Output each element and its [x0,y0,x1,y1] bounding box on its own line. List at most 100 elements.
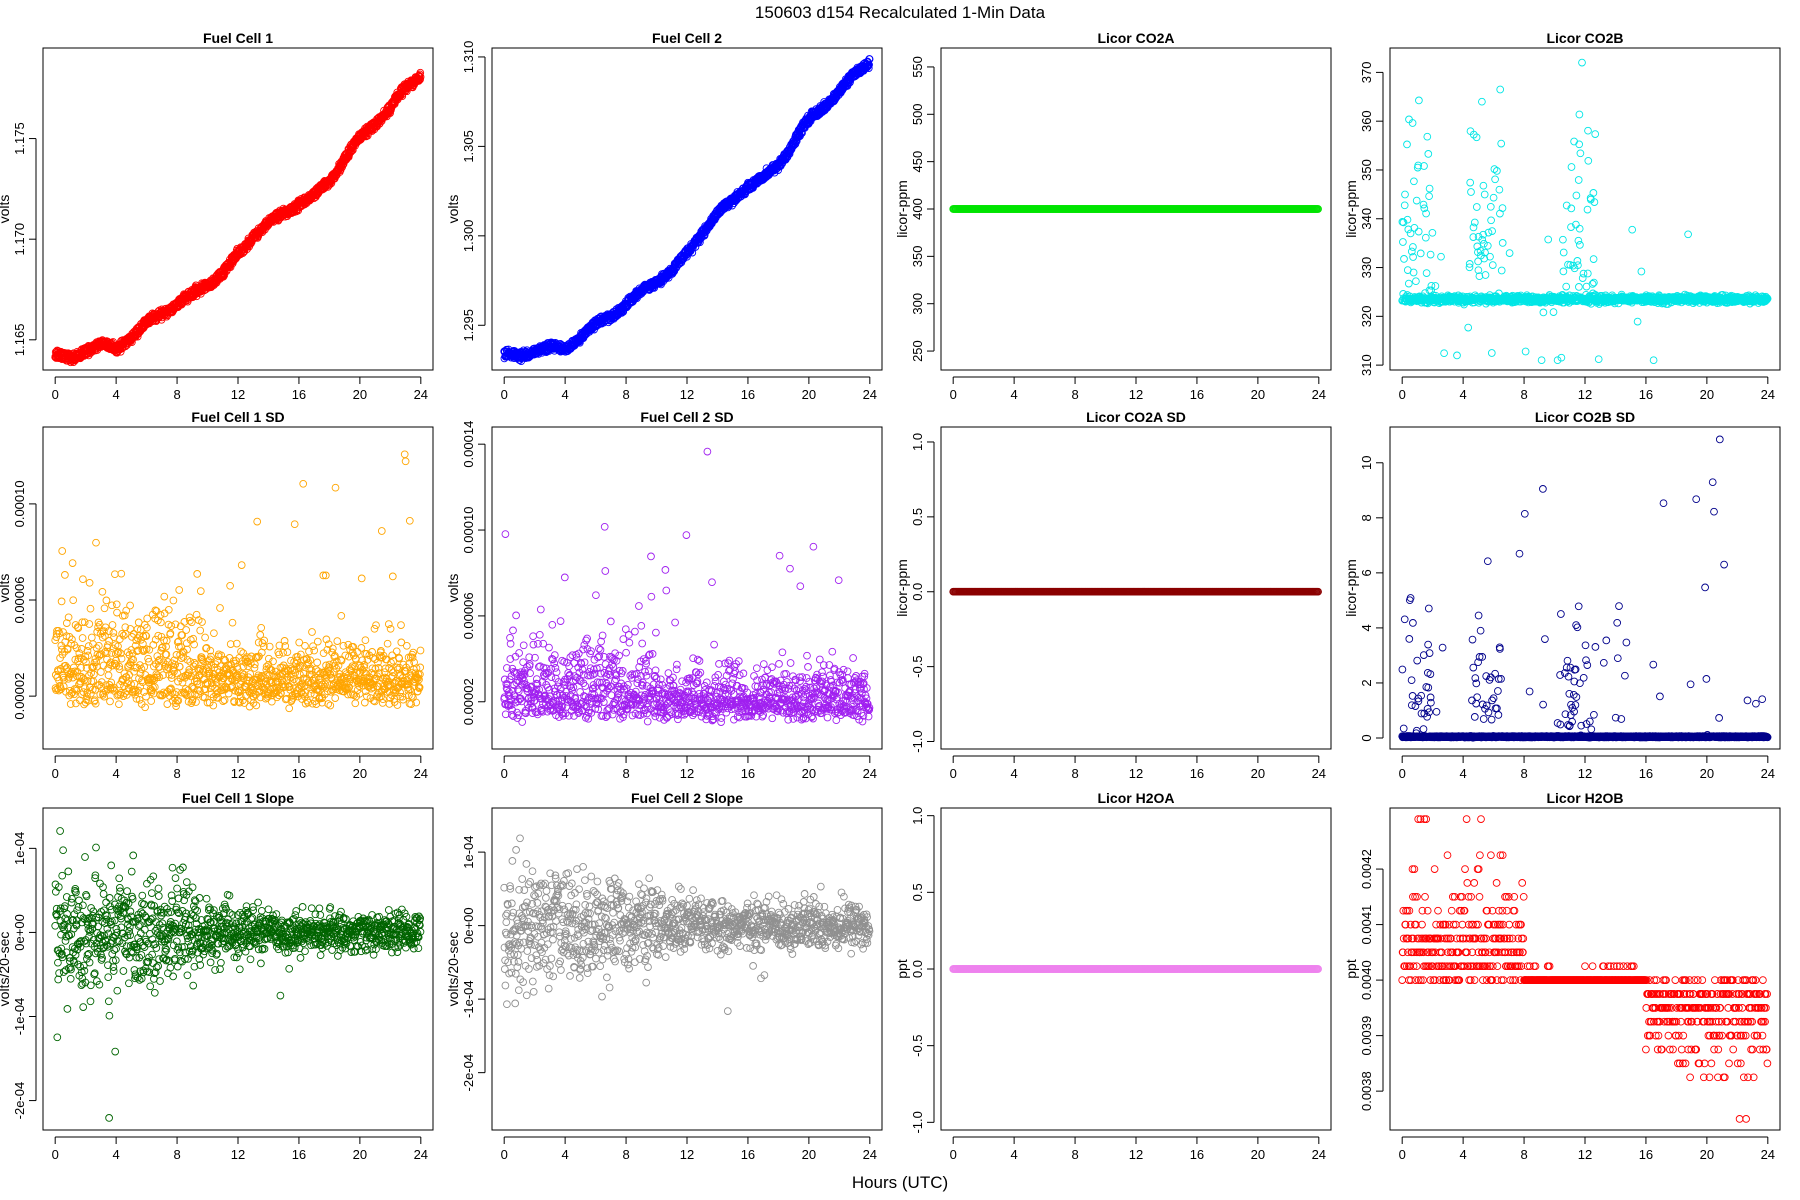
data-point [1410,177,1418,186]
data-point [1578,58,1586,67]
data-point [1498,204,1507,212]
panel-title: Licor CO2B [1546,30,1623,46]
data-point [1576,241,1584,249]
x-axis: 0 4 8 12 16 20 24 [52,376,428,402]
data-point [1487,216,1495,225]
data-point [1493,167,1501,175]
y-tick-label: 1.295 [461,309,476,342]
data-point [1400,201,1409,210]
data-point [1763,294,1772,303]
data-point [1431,282,1440,290]
data-point [1637,267,1646,276]
data-point [1420,204,1429,213]
data-point [1412,196,1421,205]
data-point [67,667,76,676]
data-point [1573,257,1582,265]
data-point [1484,228,1493,237]
x-axis-label: Hours (UTC) [852,1173,948,1192]
data-point [1481,248,1489,257]
data-point [1576,149,1585,158]
data-point [1574,176,1583,184]
y-tick-label: 450 [910,151,925,173]
x-tick-label: 12 [1129,387,1143,402]
data-point [1420,162,1428,170]
data-point [1490,165,1499,173]
data-point [1469,233,1478,241]
data-point [1584,126,1592,135]
data-point [57,597,66,606]
x-tick-label: 16 [1190,387,1204,402]
data-point [1422,269,1431,277]
data-point [1400,255,1408,263]
data-point [1483,241,1492,250]
data-point [1403,140,1411,149]
data-point [1314,205,1322,213]
data-point [864,64,873,72]
data-point [62,619,71,627]
data-point [416,68,425,77]
data-point [1594,355,1603,364]
x-tick-label: 4 [1011,387,1018,402]
y-tick-label: 350 [1359,159,1374,181]
data-point [1422,209,1430,218]
data-point [1440,349,1448,358]
data-point [1424,150,1433,158]
data-point [1399,238,1407,246]
data-point [1562,282,1571,291]
data-point [1414,161,1423,170]
data-point [54,667,63,676]
data-point [1498,239,1507,247]
data-point [1421,233,1430,242]
y-tick-label: 360 [1359,110,1374,132]
data-point [1590,278,1598,287]
data-point [1476,246,1485,255]
data-point [1559,235,1567,244]
data-point [66,700,75,708]
data-point [1572,191,1581,200]
plot-frame [1389,47,1781,371]
data-point [1480,254,1489,263]
x-tick-label: 4 [113,387,120,402]
data-point [1578,274,1587,282]
x-axis: 0 4 8 12 16 20 24 [1399,376,1775,402]
data-point [62,632,71,640]
plot-frame [42,426,434,750]
data-point [1472,203,1481,211]
data-point [1414,227,1423,236]
data-point [1567,223,1575,231]
data-point [1406,229,1415,238]
y-tick-label: 330 [1359,257,1374,279]
x-tick-label: 12 [680,387,694,402]
data-point [1425,184,1434,193]
data-point [1491,175,1499,184]
data-point [1575,140,1584,149]
data-point [1559,267,1568,276]
data-point [1628,225,1637,234]
figure-title: 150603 d154 Recalculated 1-Min Data [755,3,1046,22]
y-tick-label: 370 [1359,62,1374,84]
y-tick-label: 350 [910,246,925,268]
y-tick-label: 500 [910,103,925,125]
data-point [1465,260,1474,268]
data-point [1574,236,1583,245]
data-point [1470,218,1479,227]
panel-title: Fuel Cell 1 [203,30,273,46]
series-points [51,68,425,367]
data-point [58,645,66,654]
data-point [1410,223,1419,232]
data-point [1404,279,1413,288]
y-tick-label: 320 [1359,305,1374,327]
x-tick-label: 0 [950,387,957,402]
data-point [1425,192,1433,201]
series-points [500,55,874,366]
data-point [1409,243,1417,251]
data-point [1479,181,1488,190]
x-tick-label: 8 [1520,387,1527,402]
data-point [386,109,394,117]
y-tick-label: 550 [910,56,925,78]
x-axis: 0 4 8 12 16 20 24 [501,376,877,402]
data-point [1475,272,1484,281]
y-axis-label: volts [445,195,461,224]
data-point [1419,200,1428,209]
data-point [1649,356,1658,365]
